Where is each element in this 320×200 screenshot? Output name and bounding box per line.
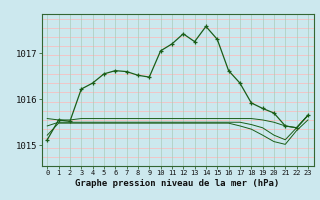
X-axis label: Graphe pression niveau de la mer (hPa): Graphe pression niveau de la mer (hPa) (76, 179, 280, 188)
